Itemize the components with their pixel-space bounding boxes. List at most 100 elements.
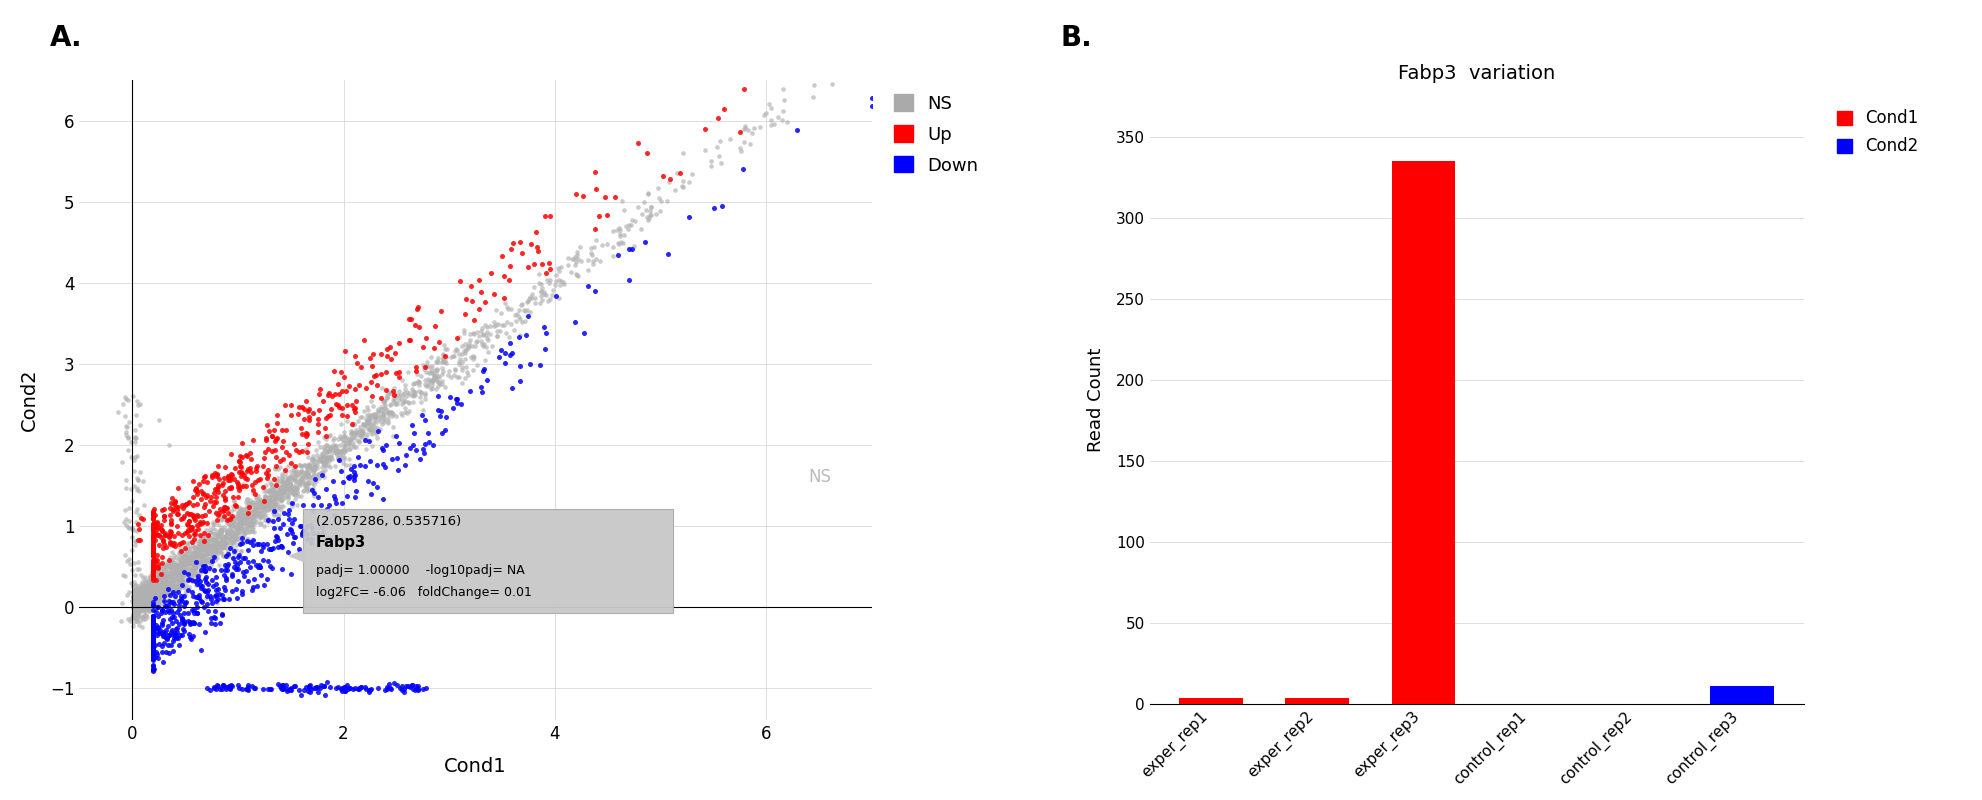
Point bbox=[313, 531, 345, 544]
Point bbox=[200, 551, 232, 564]
Point bbox=[137, 633, 168, 646]
Point bbox=[137, 580, 168, 593]
Point bbox=[357, 419, 388, 432]
Point bbox=[145, 603, 176, 616]
Point bbox=[176, 586, 208, 598]
Point bbox=[293, 402, 325, 415]
Point bbox=[402, 374, 434, 387]
Point bbox=[291, 476, 323, 489]
Point bbox=[210, 571, 242, 584]
Point bbox=[137, 622, 168, 635]
Point bbox=[226, 531, 258, 544]
Point bbox=[178, 630, 210, 642]
Point bbox=[137, 574, 168, 586]
Point bbox=[208, 540, 240, 553]
Point bbox=[161, 573, 192, 586]
Point bbox=[163, 569, 194, 582]
Point bbox=[232, 514, 264, 527]
Point bbox=[856, 40, 888, 53]
Point bbox=[268, 678, 299, 691]
Point bbox=[236, 524, 268, 537]
Point bbox=[525, 293, 557, 306]
Point bbox=[275, 475, 307, 488]
Point bbox=[603, 222, 634, 235]
Point bbox=[353, 408, 385, 421]
Point bbox=[279, 472, 311, 485]
Point bbox=[184, 536, 216, 549]
Point bbox=[153, 606, 184, 618]
Point bbox=[472, 333, 503, 346]
Point bbox=[188, 564, 220, 577]
Point bbox=[137, 562, 168, 575]
Point bbox=[143, 593, 174, 606]
Point bbox=[426, 356, 458, 369]
Point bbox=[184, 566, 216, 579]
Point bbox=[248, 502, 279, 514]
Point bbox=[129, 595, 161, 608]
Point bbox=[240, 510, 272, 523]
Point bbox=[386, 408, 418, 421]
Point bbox=[161, 560, 192, 573]
Point bbox=[250, 502, 281, 515]
Point bbox=[137, 602, 168, 615]
Point bbox=[137, 598, 168, 611]
Point bbox=[137, 546, 168, 558]
Point bbox=[274, 477, 305, 490]
Point bbox=[311, 446, 343, 458]
Point bbox=[129, 592, 161, 605]
Point bbox=[317, 365, 349, 378]
Point bbox=[349, 419, 381, 432]
Point bbox=[180, 487, 212, 500]
Point bbox=[220, 521, 252, 534]
Point bbox=[157, 492, 188, 505]
Point bbox=[131, 589, 163, 602]
Point bbox=[230, 471, 262, 484]
Point bbox=[365, 367, 396, 380]
Point bbox=[161, 614, 192, 627]
Point bbox=[436, 351, 468, 364]
Point bbox=[315, 442, 347, 455]
Point bbox=[262, 486, 293, 498]
Point bbox=[268, 480, 299, 493]
Point bbox=[125, 398, 157, 410]
Point bbox=[133, 582, 165, 594]
Point bbox=[172, 553, 204, 566]
Point bbox=[260, 462, 291, 475]
Point bbox=[232, 684, 264, 697]
Point bbox=[220, 521, 252, 534]
Point bbox=[612, 222, 644, 235]
Point bbox=[137, 615, 168, 628]
Point bbox=[856, 48, 888, 61]
Point bbox=[145, 585, 176, 598]
Point bbox=[240, 682, 272, 694]
Point bbox=[266, 488, 297, 501]
Point bbox=[275, 683, 307, 696]
Point bbox=[137, 543, 168, 556]
Point bbox=[127, 593, 159, 606]
Point bbox=[339, 418, 371, 430]
Point bbox=[141, 601, 172, 614]
Point bbox=[228, 516, 260, 529]
Point bbox=[165, 565, 196, 578]
Point bbox=[212, 681, 244, 694]
Point bbox=[157, 561, 188, 574]
Point bbox=[494, 337, 525, 350]
Point bbox=[121, 474, 153, 486]
Point bbox=[186, 594, 218, 607]
Point bbox=[232, 575, 264, 588]
Point bbox=[125, 600, 157, 613]
Point bbox=[390, 448, 422, 461]
Point bbox=[266, 682, 297, 694]
Point bbox=[204, 538, 236, 550]
Point bbox=[111, 518, 143, 531]
Point bbox=[232, 680, 264, 693]
Point bbox=[117, 579, 149, 592]
Point bbox=[137, 631, 168, 644]
Point bbox=[367, 418, 398, 430]
Point bbox=[856, 6, 888, 19]
Point bbox=[266, 424, 297, 437]
Point bbox=[295, 477, 327, 490]
Point bbox=[246, 496, 277, 509]
Point bbox=[149, 582, 180, 594]
Point bbox=[248, 538, 279, 550]
